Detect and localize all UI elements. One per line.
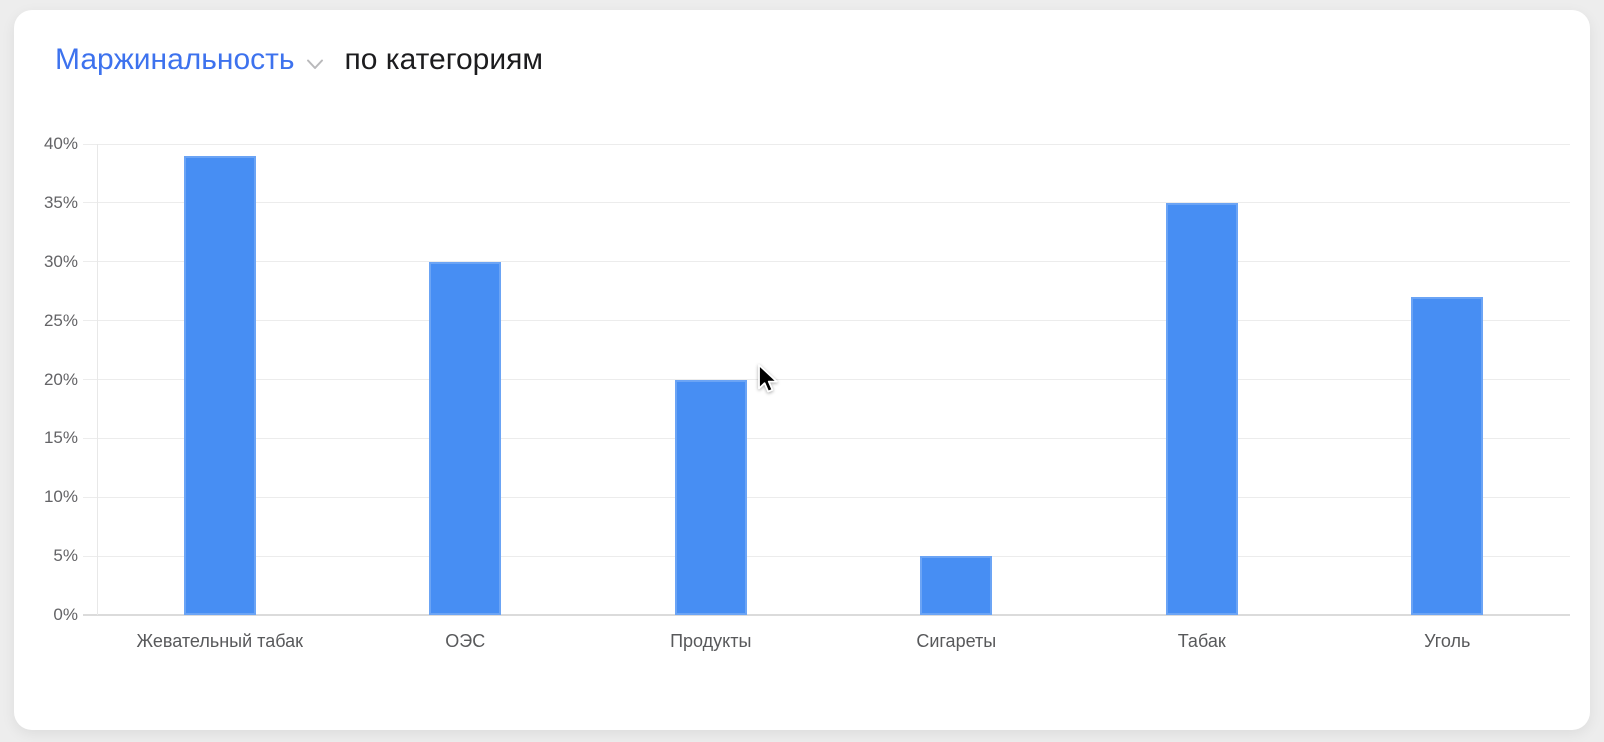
x-axis-line [83, 614, 1570, 616]
gridline [83, 261, 1570, 263]
y-axis-tick-label: 15% [43, 428, 78, 448]
bar[interactable] [674, 379, 747, 615]
chart-card: Маржинальность по категориям 0% 5% 10% 15% 2… [14, 10, 1590, 730]
y-axis-line [97, 144, 98, 615]
gridline [83, 202, 1570, 204]
chart-header: Маржинальность по категориям [55, 42, 543, 78]
gridline [83, 379, 1570, 380]
x-axis-label: Жевательный табак [136, 631, 304, 651]
bar-chart: 0% 5% 10% 15% 20% 25% 30% 35% 40% Жевательный таб… [14, 10, 1590, 730]
x-axis-label: Табак [1177, 631, 1226, 651]
gridline [83, 496, 1570, 498]
x-axis-label: Уголь [1424, 631, 1471, 651]
y-axis-tick-label: 30% [43, 251, 78, 271]
gridline [83, 437, 1570, 439]
y-axis-tick-label: 10% [43, 487, 78, 507]
bar[interactable] [183, 155, 256, 615]
x-axis-label: Продукты [670, 631, 752, 651]
x-axis-label: ОЭС [445, 631, 486, 651]
chart-title-suffix: по категориям [344, 43, 543, 76]
y-axis-tick-label: 5% [53, 546, 78, 566]
y-axis-tick-label: 25% [43, 310, 78, 330]
chevron-down-icon [306, 59, 323, 69]
gridline [83, 143, 1570, 145]
y-axis-tick-label: 35% [43, 192, 78, 212]
gridline [83, 555, 1570, 557]
bar[interactable] [920, 556, 993, 615]
y-axis-tick-label: 0% [53, 605, 78, 624]
bar[interactable] [1165, 202, 1238, 615]
metric-label: Маржинальность [55, 43, 295, 76]
bar[interactable] [429, 261, 502, 615]
bar[interactable] [1411, 297, 1484, 615]
gridline [83, 320, 1570, 322]
metric-selector-dropdown[interactable]: Маржинальность [55, 42, 325, 78]
y-axis-tick-label: 40% [43, 134, 78, 153]
y-axis-tick-label: 20% [43, 369, 78, 389]
x-axis-label: Сигареты [916, 631, 997, 651]
